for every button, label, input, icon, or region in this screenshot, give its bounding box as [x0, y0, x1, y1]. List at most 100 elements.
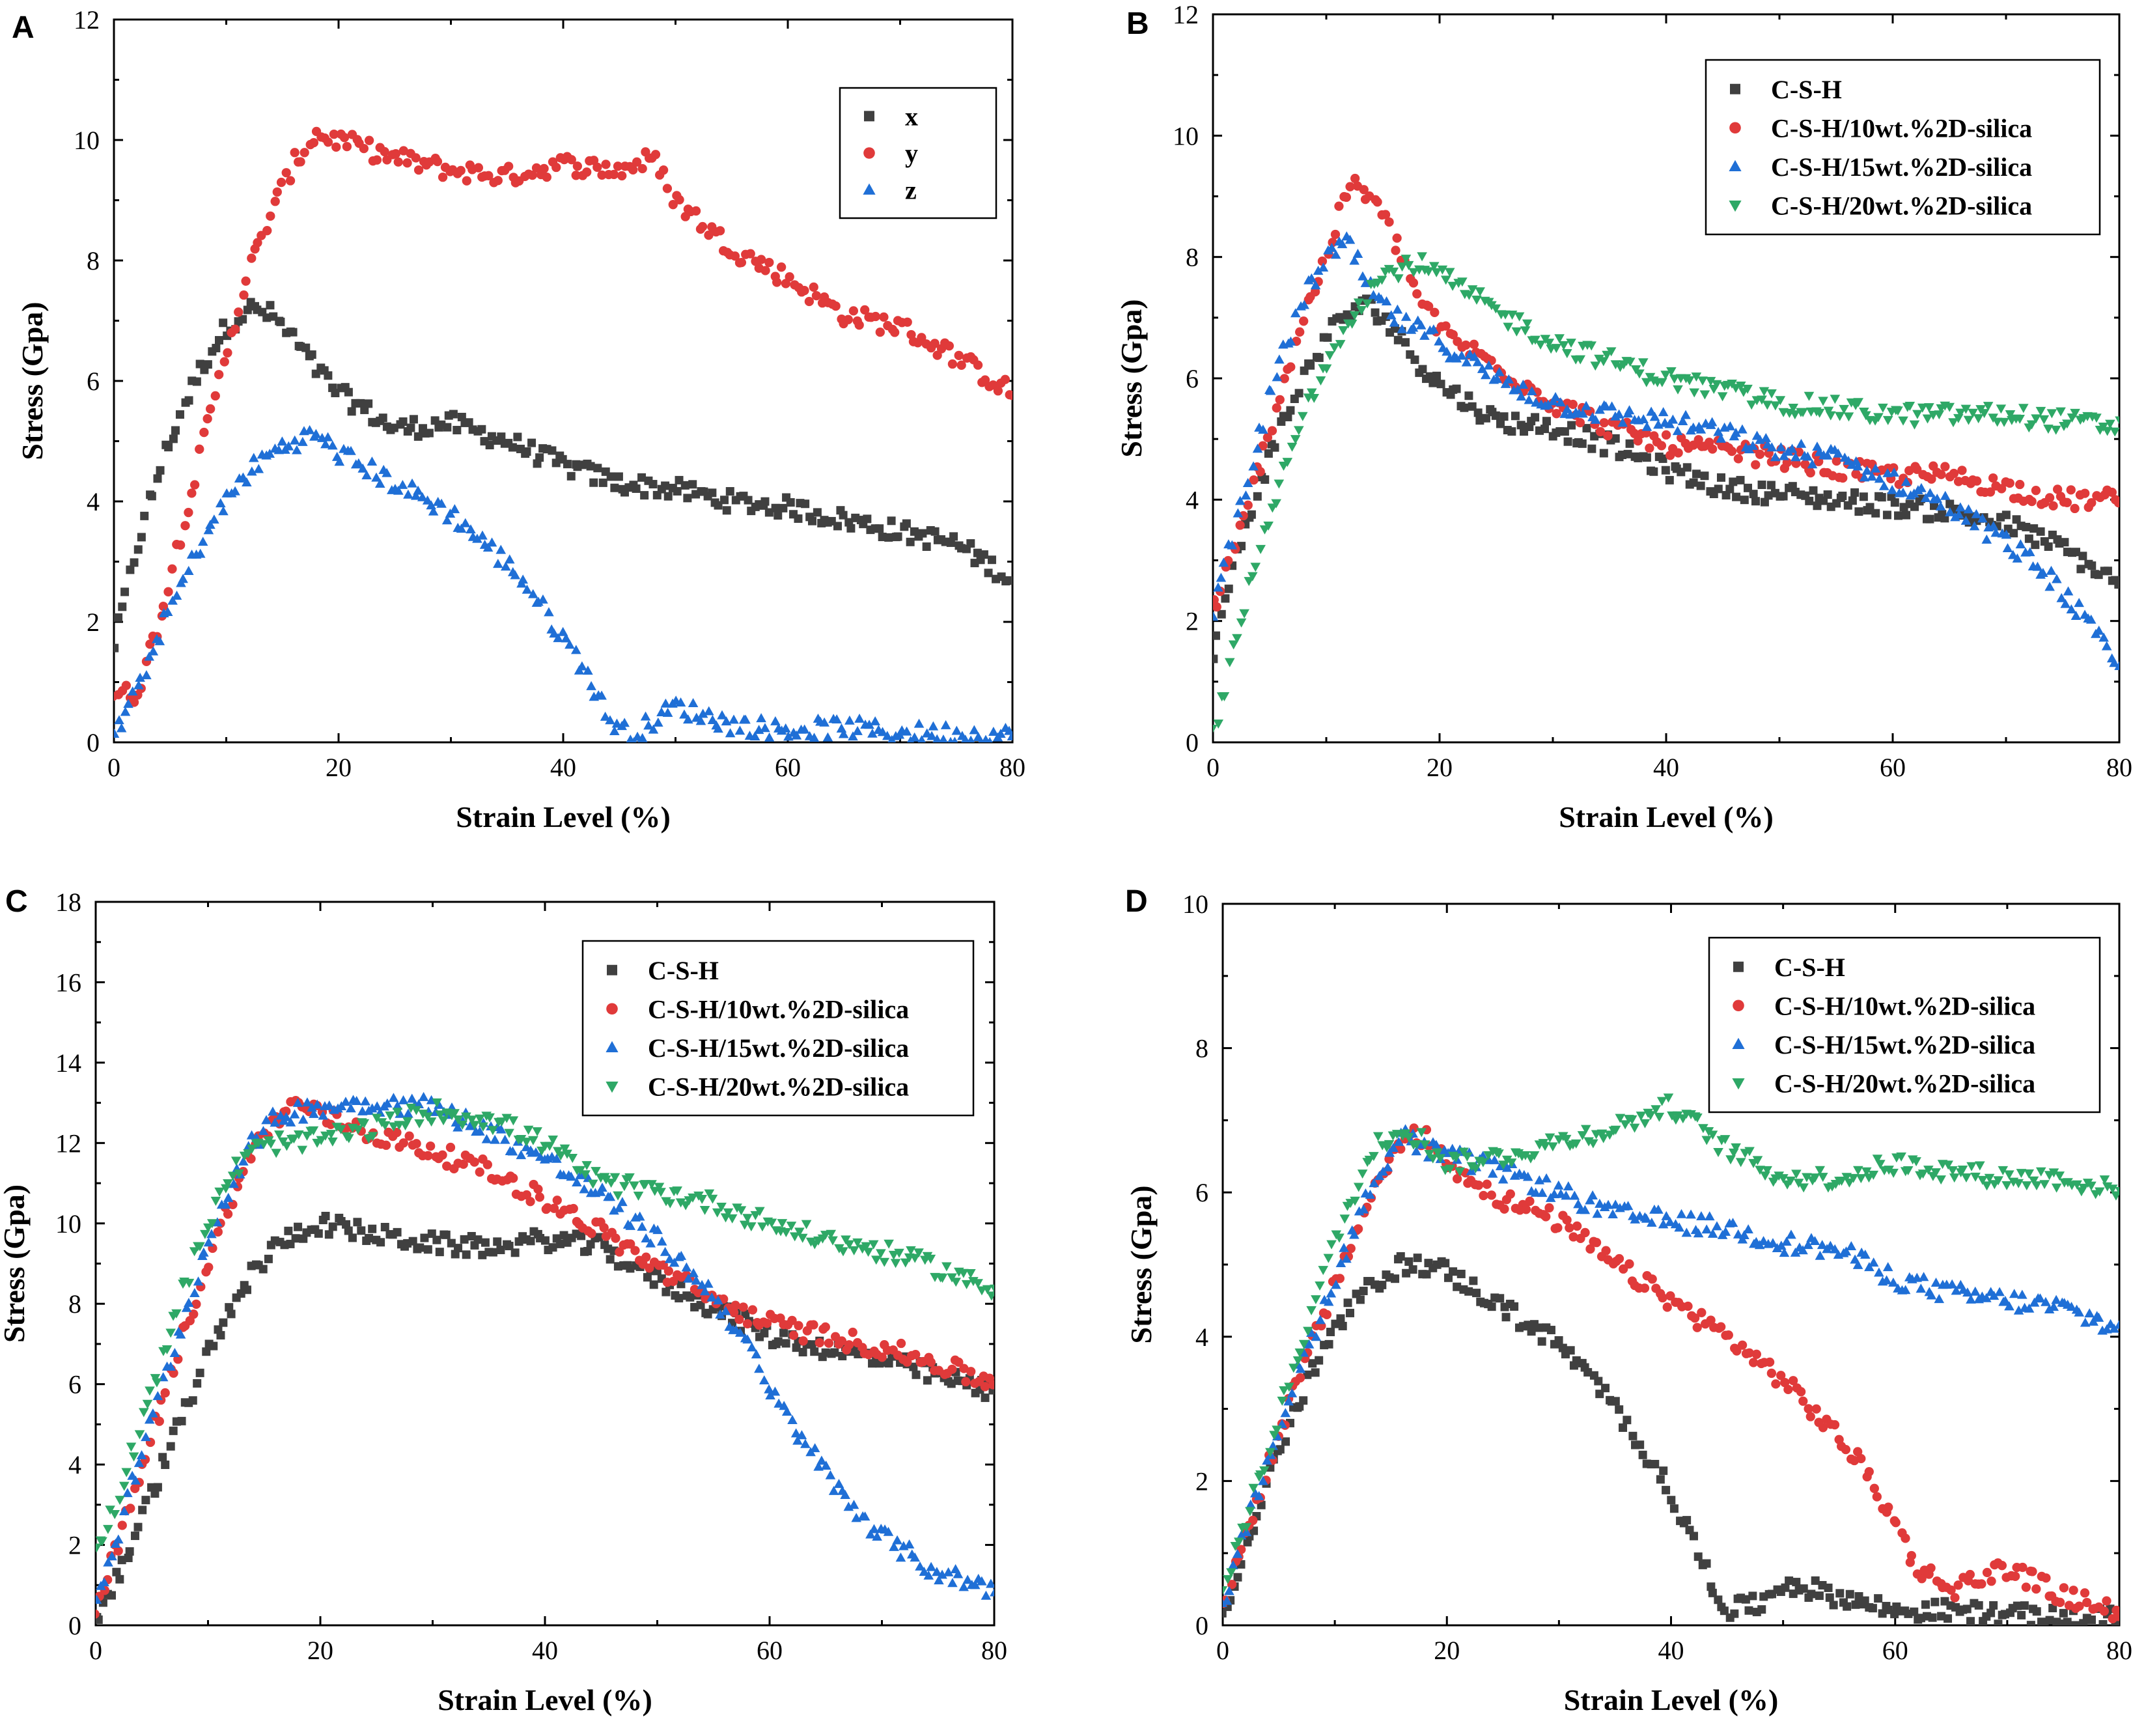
data-point — [1359, 185, 1369, 195]
y-tick-label: 10 — [1173, 121, 1199, 150]
legend-marker — [1733, 1000, 1744, 1012]
data-point — [285, 1117, 296, 1127]
data-point — [1752, 1156, 1763, 1166]
data-point — [571, 171, 581, 180]
data-point — [521, 1138, 532, 1147]
data-point — [1349, 255, 1360, 265]
data-point — [1500, 310, 1511, 320]
data-point — [136, 1450, 147, 1460]
y-axis-title: Stress (Gpa) — [0, 1184, 31, 1343]
data-point — [804, 296, 815, 307]
data-point — [1236, 1530, 1247, 1540]
data-point — [660, 1246, 671, 1256]
data-point — [1585, 1195, 1595, 1205]
data-point — [1417, 252, 1427, 262]
data-point — [956, 360, 966, 370]
data-point — [516, 1150, 527, 1160]
data-point — [1341, 192, 1352, 203]
data-point — [1902, 511, 1911, 520]
data-point — [789, 1232, 800, 1242]
data-point — [165, 1362, 176, 1371]
data-point — [1782, 458, 1792, 468]
data-point — [1353, 1224, 1363, 1234]
data-point — [1841, 1246, 1852, 1256]
data-point — [1651, 1105, 1661, 1115]
data-point — [1455, 1167, 1465, 1177]
data-point — [1683, 1301, 1693, 1311]
data-point — [493, 1237, 502, 1246]
data-point — [1741, 1595, 1750, 1604]
data-point — [673, 486, 682, 496]
data-point — [382, 1098, 393, 1108]
data-point — [1766, 1368, 1777, 1379]
y-tick-label: 4 — [87, 487, 100, 516]
data-point — [723, 1208, 734, 1218]
data-point — [423, 1151, 433, 1160]
legend-label: C-S-H/20wt.%2D-silica — [648, 1072, 909, 1101]
data-point — [686, 1293, 695, 1302]
data-point — [1860, 1596, 1869, 1605]
data-point — [1781, 1583, 1790, 1592]
data-point — [641, 1233, 652, 1242]
data-point — [1272, 403, 1281, 413]
data-layer — [1213, 173, 2119, 733]
data-point — [2098, 632, 2109, 642]
data-point — [844, 1340, 854, 1350]
data-point — [1223, 1586, 1228, 1595]
data-point — [181, 1302, 192, 1312]
data-point — [580, 1170, 591, 1180]
data-point — [930, 339, 940, 348]
data-point — [630, 1246, 640, 1255]
data-point — [1803, 1240, 1813, 1250]
data-point — [1611, 1397, 1620, 1406]
data-point — [2070, 503, 2080, 514]
data-point — [589, 478, 598, 487]
data-point — [1315, 1356, 1324, 1365]
data-point — [1324, 1339, 1333, 1349]
data-point — [1690, 1313, 1700, 1323]
data-point — [696, 1300, 705, 1309]
data-point — [1649, 412, 1660, 421]
data-point — [1521, 1205, 1531, 1214]
data-point — [1662, 1302, 1672, 1312]
data-point — [987, 555, 996, 565]
data-point — [1748, 1591, 1757, 1601]
data-point — [1272, 372, 1283, 382]
data-point — [1322, 1309, 1332, 1320]
data-point — [1490, 304, 1501, 314]
data-point — [1265, 385, 1276, 395]
data-point — [1313, 266, 1324, 275]
data-point — [662, 184, 673, 193]
data-point — [1440, 275, 1451, 285]
data-point — [2027, 496, 2037, 507]
data-point — [1233, 1573, 1242, 1582]
data-point — [509, 1173, 518, 1183]
data-point — [943, 1567, 954, 1576]
data-point — [1345, 182, 1355, 191]
data-point — [1953, 1580, 1963, 1590]
data-point — [930, 527, 940, 536]
legend-label: z — [905, 176, 917, 205]
data-point — [1428, 378, 1438, 387]
data-point — [2044, 1304, 2055, 1313]
data-point — [1661, 430, 1671, 440]
data-point — [772, 277, 782, 287]
data-point — [2013, 1305, 2024, 1315]
data-point — [193, 1379, 202, 1388]
data-point — [513, 432, 522, 441]
data-point — [625, 1220, 636, 1230]
data-point — [1336, 1314, 1345, 1323]
data-point — [1341, 1253, 1352, 1263]
data-point — [1558, 341, 1569, 350]
data-point — [854, 320, 864, 330]
data-point — [274, 1130, 285, 1140]
data-point — [238, 1156, 249, 1166]
data-point — [720, 1306, 731, 1315]
legend-marker — [1729, 122, 1741, 134]
data-point — [115, 1496, 125, 1505]
data-point — [1665, 1216, 1675, 1226]
data-point — [1990, 527, 2001, 537]
data-point — [1748, 1358, 1759, 1367]
data-point — [1566, 339, 1576, 348]
data-point — [609, 169, 619, 180]
